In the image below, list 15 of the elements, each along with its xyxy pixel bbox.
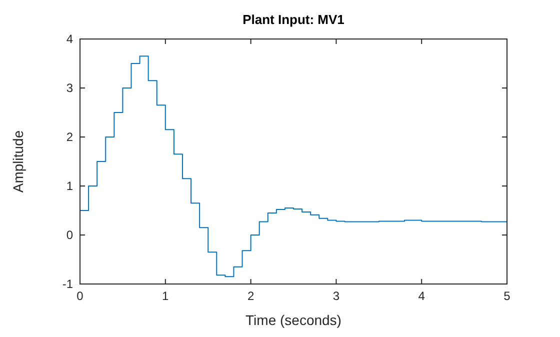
x-tick-label: 2 <box>247 289 254 303</box>
y-tick-label: 0 <box>66 228 74 242</box>
y-axis-title: Amplitude <box>10 130 26 193</box>
y-tick-label: 1 <box>66 179 74 193</box>
y-tick-label: -1 <box>62 277 74 291</box>
x-tick-label: 4 <box>418 289 426 303</box>
y-tick-label: 4 <box>66 32 74 46</box>
x-tick-label: 3 <box>332 289 340 303</box>
y-tick-label: 2 <box>66 130 74 144</box>
chart-title: Plant Input: MV1 <box>242 12 344 27</box>
x-tick-label: 0 <box>76 289 84 303</box>
x-axis-title: Time (seconds) <box>246 312 342 328</box>
y-tick-label: 3 <box>66 81 74 95</box>
x-tick-label: 5 <box>504 289 511 303</box>
x-tick-label: 1 <box>162 289 170 303</box>
